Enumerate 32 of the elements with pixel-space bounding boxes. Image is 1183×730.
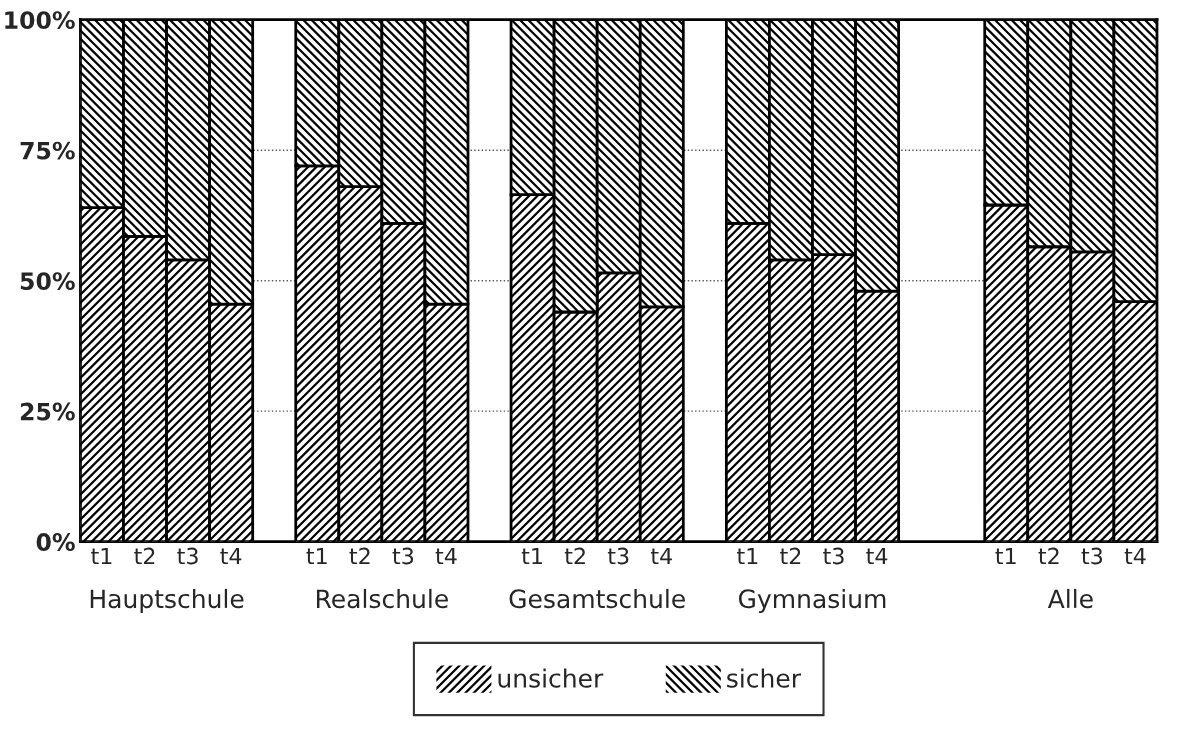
legend-label: unsicher	[498, 668, 604, 688]
text: Gesamtschule	[509, 588, 685, 609]
x-tick-label: t3	[823, 547, 844, 565]
x-tick-label: t1	[995, 547, 1016, 565]
x-tick-label: t2	[134, 547, 155, 565]
x-tick-label: t2	[1038, 547, 1059, 565]
x-tick-label: t3	[607, 547, 629, 565]
y-tick-label: 0%	[36, 533, 75, 551]
x-tick-label: t2	[780, 547, 801, 565]
x-tick-label: t2	[349, 547, 370, 565]
legend-label: sicher	[727, 668, 802, 688]
x-tick-label: t4	[650, 547, 672, 565]
x-tick-label: t4	[435, 547, 457, 565]
text: Realschule	[316, 588, 448, 609]
x-tick-label: t4	[1124, 547, 1146, 565]
x-tick-label: t4	[866, 547, 888, 565]
text: Gymnasium	[738, 588, 886, 614]
text: Hauptschule	[90, 588, 244, 614]
x-tick-label: t1	[91, 547, 112, 565]
x-tick-label: t3	[177, 547, 198, 565]
x-tick-label: t4	[220, 547, 242, 565]
y-tick-label: 25%	[20, 402, 75, 421]
x-tick-label: t1	[737, 547, 758, 565]
x-tick-label: t3	[1081, 547, 1103, 565]
text: Alle	[1047, 588, 1093, 609]
x-tick-label: t2	[564, 547, 585, 565]
x-tick-label: t3	[392, 547, 414, 565]
y-tick-label: 75%	[20, 141, 75, 160]
y-tick-label: 100%	[5, 11, 75, 30]
y-tick-label: 50%	[20, 272, 75, 290]
x-tick-label: t1	[306, 547, 327, 565]
x-tick-label: t1	[521, 547, 542, 565]
